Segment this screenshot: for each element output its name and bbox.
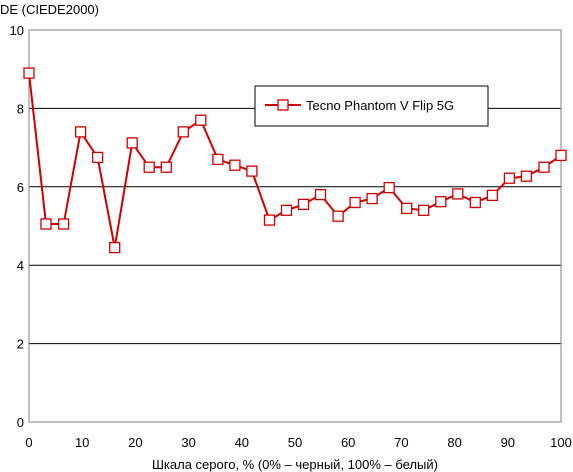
legend-label: Tecno Phantom V Flip 5G — [306, 98, 454, 113]
data-point — [229, 159, 241, 171]
data-point — [280, 204, 293, 216]
data-point — [332, 210, 344, 222]
x-tick-label: 0 — [25, 435, 32, 450]
data-point — [520, 170, 533, 182]
data-point — [57, 218, 70, 230]
series-layer — [23, 67, 567, 254]
data-point — [383, 181, 395, 194]
data-point — [349, 196, 361, 209]
x-tick-label: 50 — [288, 435, 302, 450]
y-tick-labels: 0 2 4 6 8 10 — [10, 23, 24, 430]
x-tick-label: 10 — [75, 435, 89, 450]
data-point — [91, 151, 104, 164]
data-point — [246, 165, 258, 177]
y-tick-label: 8 — [17, 101, 24, 116]
legend-marker — [277, 99, 289, 111]
data-point — [160, 161, 172, 173]
x-tick-label: 100 — [550, 435, 572, 450]
data-point — [297, 198, 310, 211]
data-point — [469, 196, 481, 209]
data-point — [126, 137, 138, 149]
x-tick-label: 80 — [447, 435, 461, 450]
y-tick-label: 6 — [17, 180, 24, 195]
data-point — [366, 192, 378, 205]
data-point — [195, 114, 207, 126]
gridlines — [29, 107, 561, 345]
legend: Tecno Phantom V Flip 5G — [254, 85, 489, 127]
data-point — [212, 153, 224, 166]
data-point — [143, 161, 155, 173]
data-point — [74, 126, 87, 138]
data-point — [538, 161, 550, 173]
x-axis-label: Шкала серого, % (0% – черный, 100% – бел… — [152, 457, 438, 472]
data-point — [177, 126, 189, 138]
x-tick-labels: 0 10 20 30 40 50 60 70 80 90 100 — [25, 435, 571, 450]
data-point — [314, 188, 327, 201]
data-point — [40, 218, 52, 230]
x-tick-label: 60 — [341, 435, 355, 450]
y-tick-label: 4 — [17, 258, 24, 273]
x-tick-label: 20 — [128, 435, 142, 450]
x-tick-label: 70 — [394, 435, 408, 450]
plot-area-frame — [28, 29, 562, 423]
y-tick-label: 10 — [10, 23, 24, 38]
y-tick-label: 0 — [17, 415, 24, 430]
data-point — [435, 196, 447, 208]
data-point — [263, 214, 276, 226]
y-tick-label: 2 — [17, 337, 24, 352]
data-point — [503, 172, 516, 184]
x-tick-label: 40 — [235, 435, 249, 450]
data-point — [23, 67, 35, 79]
data-point — [555, 149, 567, 162]
data-point — [401, 202, 413, 215]
data-point — [452, 188, 464, 200]
data-point — [109, 241, 121, 254]
x-tick-label: 90 — [501, 435, 515, 450]
x-tick-label: 30 — [181, 435, 195, 450]
data-point — [486, 189, 499, 202]
data-point — [418, 204, 430, 216]
y-axis-label: DE (CIEDE2000) — [0, 2, 99, 17]
